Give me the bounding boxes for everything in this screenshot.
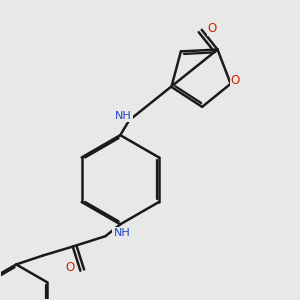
- Text: O: O: [208, 22, 217, 35]
- Text: O: O: [65, 261, 75, 274]
- Text: NH: NH: [113, 228, 130, 238]
- Text: NH: NH: [115, 111, 132, 121]
- Text: O: O: [230, 74, 240, 87]
